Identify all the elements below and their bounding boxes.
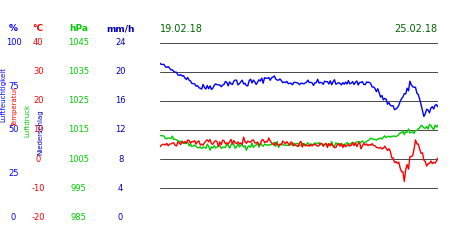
Text: 1025: 1025 <box>68 96 89 105</box>
Text: mm/h: mm/h <box>106 24 135 33</box>
Text: Luftfeuchtigkeit: Luftfeuchtigkeit <box>0 68 7 122</box>
Text: %: % <box>9 24 18 33</box>
Text: 1035: 1035 <box>68 67 89 76</box>
Text: Luftdruck: Luftdruck <box>24 104 30 136</box>
Text: 985: 985 <box>71 213 87 222</box>
Text: 40: 40 <box>33 38 44 47</box>
Text: 12: 12 <box>115 126 126 134</box>
Text: -10: -10 <box>32 184 45 193</box>
Text: 100: 100 <box>5 38 22 47</box>
Text: 16: 16 <box>115 96 126 105</box>
Text: -20: -20 <box>32 213 45 222</box>
Text: 4: 4 <box>118 184 123 193</box>
Text: 19.02.18: 19.02.18 <box>160 24 202 34</box>
Text: 30: 30 <box>33 67 44 76</box>
Text: 0: 0 <box>11 213 16 222</box>
Text: Temperatur: Temperatur <box>12 88 18 128</box>
Text: 25.02.18: 25.02.18 <box>395 24 438 34</box>
Text: 995: 995 <box>71 184 86 193</box>
Text: °C: °C <box>33 24 44 33</box>
Text: hPa: hPa <box>69 24 88 33</box>
Text: Niederschlag: Niederschlag <box>37 110 44 155</box>
Text: 8: 8 <box>118 155 123 164</box>
Text: 75: 75 <box>8 82 19 91</box>
Text: 20: 20 <box>115 67 126 76</box>
Text: 1015: 1015 <box>68 126 89 134</box>
Text: 1045: 1045 <box>68 38 89 47</box>
Text: 25: 25 <box>8 169 19 178</box>
Text: 20: 20 <box>33 96 44 105</box>
Text: 50: 50 <box>8 126 19 134</box>
Text: 1005: 1005 <box>68 155 89 164</box>
Text: 0: 0 <box>36 155 41 164</box>
Text: 24: 24 <box>115 38 126 47</box>
Text: 10: 10 <box>33 126 44 134</box>
Text: 0: 0 <box>118 213 123 222</box>
